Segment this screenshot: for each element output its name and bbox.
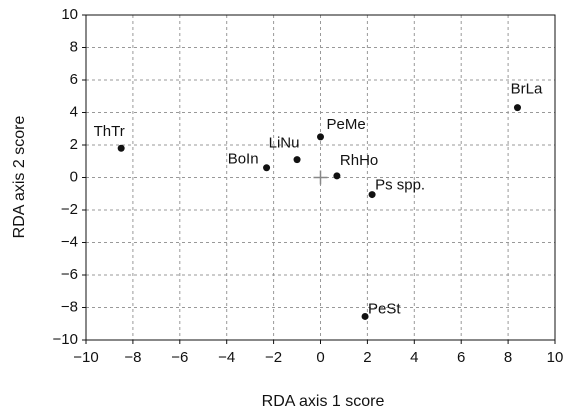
x-tick-label: 10 <box>547 349 564 366</box>
y-tick-label: 6 <box>70 71 78 88</box>
y-tick-label: 4 <box>70 103 78 120</box>
y-tick-label: −4 <box>61 233 78 250</box>
point <box>293 156 301 164</box>
x-tick-label: 4 <box>410 349 418 366</box>
point <box>361 312 369 320</box>
y-tick-label: 8 <box>70 38 78 55</box>
point-label: ThTr <box>94 123 125 140</box>
x-tick-label: 6 <box>457 349 465 366</box>
y-tick-label: −10 <box>53 331 78 348</box>
y-tick-label: 2 <box>70 136 78 153</box>
point-label: BoIn <box>228 151 259 168</box>
point-label: BrLa <box>511 81 543 98</box>
point-label: PeMe <box>327 116 366 133</box>
point-label: PeSt <box>368 300 401 317</box>
point <box>368 191 376 199</box>
y-tick-label: −2 <box>61 201 78 218</box>
y-tick-label: −6 <box>61 266 78 283</box>
plot-frame <box>85 14 556 341</box>
x-tick-label: −6 <box>171 349 188 366</box>
origin-cross <box>313 170 328 185</box>
x-tick-label: 0 <box>316 349 324 366</box>
x-tick-label: −10 <box>73 349 98 366</box>
point <box>117 144 125 152</box>
point-label: RhHo <box>340 152 378 169</box>
x-tick-label: 2 <box>363 349 371 366</box>
y-tick-label: 10 <box>61 6 78 23</box>
x-tick-label: −4 <box>218 349 235 366</box>
x-tick-label: 8 <box>504 349 512 366</box>
point <box>263 164 271 172</box>
point-label: Ps spp. <box>375 177 425 194</box>
x-tick-label: −2 <box>265 349 282 366</box>
y-tick-label: 0 <box>70 168 78 185</box>
point <box>513 104 521 112</box>
point <box>333 172 341 180</box>
point-label: LiNu <box>269 135 300 152</box>
x-axis-title: RDA axis 1 score <box>262 393 385 410</box>
x-tick-label: −8 <box>124 349 141 366</box>
y-axis-title: RDA axis 2 score <box>11 116 28 239</box>
point <box>317 133 324 141</box>
y-tick-label: −8 <box>61 298 78 315</box>
